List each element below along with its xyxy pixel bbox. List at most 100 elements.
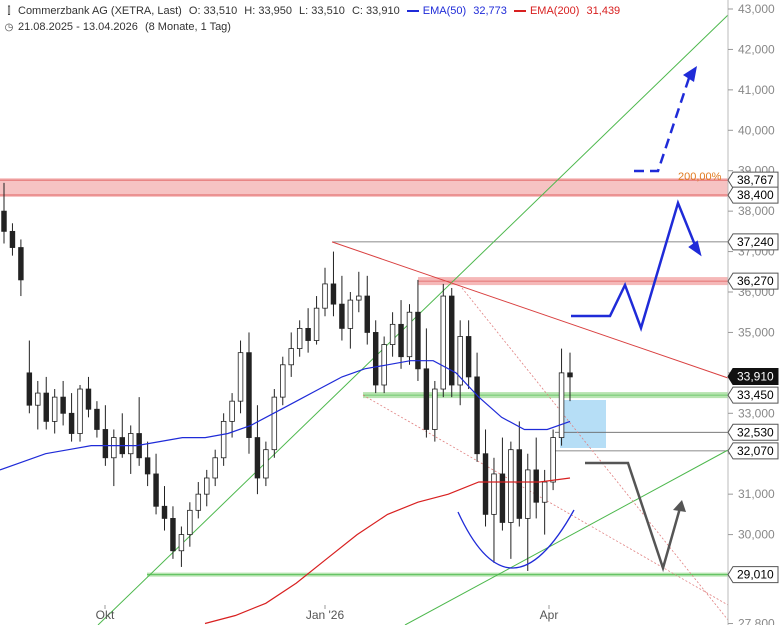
ema50-swatch <box>406 10 419 13</box>
ema50-value: 32,773 <box>473 5 507 17</box>
candle <box>195 482 202 519</box>
uptrend-channel-lower <box>404 449 729 625</box>
instrument-title: Commerzbank AG (XETRA, Last) <box>18 5 182 17</box>
price-tag-label: 36,270 <box>737 274 774 288</box>
candle-body <box>280 364 286 398</box>
chart-type-icon[interactable]: ⫿ <box>7 6 11 17</box>
candle <box>474 352 480 462</box>
y-tick-label: 31,000 <box>738 487 775 501</box>
candle-body <box>406 311 413 358</box>
fib-annotation: 200,00% <box>678 171 722 183</box>
candle <box>330 251 337 317</box>
candle <box>127 425 134 474</box>
candle-body <box>271 396 278 451</box>
candle-body <box>423 368 430 430</box>
price-tag-box <box>727 566 779 584</box>
candle <box>144 441 151 487</box>
candle <box>9 223 16 256</box>
candle <box>516 421 523 527</box>
price-tag-label: 37,240 <box>737 235 774 249</box>
x-tick-label: Jan '26 <box>306 608 345 622</box>
price-tag-label: 33,910 <box>737 370 774 384</box>
y-tick-label: 43,000 <box>738 2 775 16</box>
candle-body <box>313 307 320 341</box>
candle-body <box>195 493 202 511</box>
candle <box>254 405 261 495</box>
candle <box>465 320 472 390</box>
candle-body <box>77 388 83 434</box>
candle <box>170 506 176 559</box>
candle <box>280 356 286 406</box>
candle-body <box>322 283 328 309</box>
candle-body <box>85 388 92 410</box>
candle-body <box>330 283 337 305</box>
candle-body <box>474 376 480 455</box>
candle-body <box>457 336 463 386</box>
price-tag-label: 33,450 <box>737 388 774 402</box>
candle-body <box>541 481 548 503</box>
candle <box>271 389 278 458</box>
candle-body <box>339 303 345 329</box>
candle-body <box>389 323 396 345</box>
candle <box>491 457 497 563</box>
price-tag-box <box>727 368 779 386</box>
candle <box>356 271 362 313</box>
date-range: 21.08.2025 - 13.04.2026 <box>18 21 138 33</box>
price-tag-label: 32,530 <box>737 425 774 439</box>
candle-body <box>212 457 218 479</box>
candle-body <box>102 429 109 459</box>
breakout-arrowhead <box>683 66 697 82</box>
price-tag-box <box>727 186 779 204</box>
y-tick-label: 33,000 <box>738 406 775 420</box>
candle <box>558 348 565 446</box>
y-tick-label: 35,000 <box>738 325 775 339</box>
candle-body <box>68 412 75 434</box>
candle-body <box>482 453 489 515</box>
candle <box>178 526 185 567</box>
candle <box>541 469 548 535</box>
candle <box>347 292 354 349</box>
price-tag: 32,530 <box>727 423 779 441</box>
ema50-line <box>0 360 571 471</box>
ema50-label: EMA(50) <box>422 5 467 17</box>
candle-body <box>9 230 16 248</box>
chart-header-line1: ⫿ Commerzbank AG (XETRA, Last) O: 33,510 … <box>4 5 624 17</box>
candle-body <box>567 372 573 378</box>
candle <box>204 469 210 507</box>
candle <box>263 441 269 487</box>
candle <box>288 332 294 377</box>
candle-body <box>187 509 193 535</box>
candle <box>1 182 7 244</box>
candle <box>398 300 404 369</box>
candle <box>296 320 303 357</box>
candle <box>525 453 531 571</box>
candle-body <box>398 323 404 358</box>
candle-body <box>263 449 269 479</box>
candle-body <box>372 332 379 386</box>
candle <box>406 304 413 365</box>
bullish-scenario-path <box>571 199 699 332</box>
candle-body <box>254 437 261 479</box>
candle <box>533 437 539 519</box>
candle <box>161 486 168 531</box>
candle <box>187 502 193 547</box>
candle-body <box>237 352 244 402</box>
candle <box>449 287 455 398</box>
candle-body <box>1 210 7 232</box>
candle <box>85 376 92 418</box>
price-tag-box <box>727 423 779 441</box>
low-value: L: 33,510 <box>299 5 345 17</box>
bearish-scenario-path <box>585 461 682 573</box>
candle <box>305 308 311 353</box>
price-tag: 33,910 <box>727 368 779 386</box>
close-value: C: 33,910 <box>351 5 400 17</box>
candle-body <box>296 327 303 350</box>
y-tick-label: 30,000 <box>738 528 775 542</box>
y-tick-label: 41,000 <box>738 83 775 97</box>
candle <box>18 239 24 297</box>
candle-body <box>26 372 33 406</box>
price-tag: 32,070 <box>727 442 779 460</box>
price-tag: 37,240 <box>727 233 779 251</box>
y-tick-label: 40,000 <box>738 123 775 137</box>
